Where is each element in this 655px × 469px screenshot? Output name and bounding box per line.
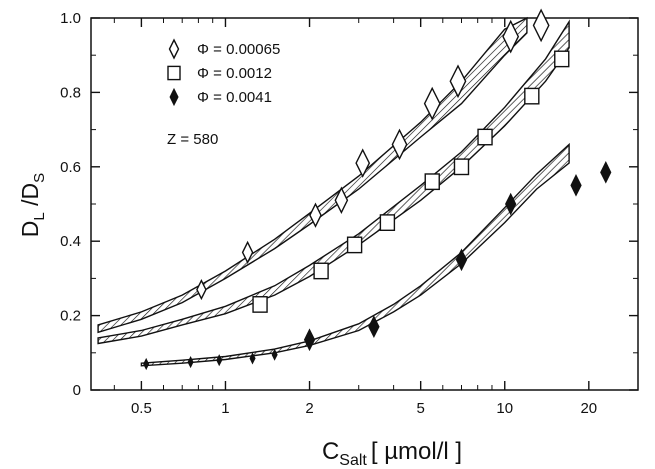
y-tick-label: 0.2 [60, 308, 81, 325]
y-axis-title-b-sub: S [31, 173, 48, 183]
x-axis-title-sub: Salt [339, 452, 367, 469]
annotation-z: Z = 580 [167, 131, 218, 148]
series-2-point [453, 158, 470, 176]
y-axis-title: DL /DS [17, 173, 48, 237]
series-2-point [524, 87, 540, 105]
y-tick-label: 1.0 [60, 10, 81, 27]
y-tick-label: 0.4 [60, 233, 81, 250]
series-band-2 [97, 19, 570, 345]
series-3-point [271, 348, 278, 361]
x-tick-label: 20 [580, 400, 597, 417]
series-3-point [600, 161, 612, 184]
series-3-point [455, 248, 468, 272]
legend-marker-series-2 [167, 65, 181, 81]
x-tick-label: 2 [305, 400, 313, 417]
legend: Φ = 0.00065 Φ = 0.0012 Φ = 0.0041 [167, 38, 280, 107]
series-2-point [477, 128, 493, 146]
series-2-point [346, 236, 363, 254]
series-1-point [532, 8, 550, 43]
series-1-point [423, 86, 441, 121]
y-axis-title-a: D [17, 221, 43, 238]
series-1-point [449, 64, 467, 99]
series-1-point [241, 240, 254, 264]
legend-marker-series-1 [168, 38, 180, 60]
legend-label-series-3: Φ = 0.0041 [197, 89, 272, 106]
series-1-point [334, 186, 349, 214]
series-1-point [196, 279, 207, 301]
series-3-point [570, 174, 582, 197]
x-tick-label: 10 [496, 400, 513, 417]
legend-label-series-1: Φ = 0.00065 [197, 41, 280, 58]
series-3-point [505, 192, 517, 216]
series-2-point [252, 296, 268, 313]
y-axis-title-sep: /D [17, 183, 43, 212]
x-tick-label: 1 [221, 400, 229, 417]
x-tick-label: 0.5 [131, 400, 152, 417]
series-2-point [424, 173, 440, 191]
series-1-point [355, 148, 371, 178]
series-1-point [391, 128, 408, 161]
series-band-3 [140, 142, 570, 367]
y-tick-label: 0 [73, 382, 81, 399]
series-1-point [502, 19, 520, 54]
legend-marker-series-3 [169, 87, 179, 107]
series-2-point [313, 262, 329, 280]
y-tick-label: 0.8 [60, 84, 81, 101]
x-axis-title: CSalt[ µmol/l ] [322, 438, 462, 469]
y-tick-label: 0.6 [60, 159, 81, 176]
series-3-point [249, 352, 256, 365]
legend-label-series-2: Φ = 0.0012 [197, 65, 272, 82]
series-band-1 [97, 16, 528, 334]
axis-ticks [91, 17, 639, 391]
series-2-point [379, 214, 396, 231]
x-axis-title-unit: [ µmol/l ] [371, 438, 462, 465]
series-3-point [187, 356, 194, 369]
data-markers [143, 8, 612, 371]
series-3-point [303, 328, 316, 352]
series-3-point [216, 354, 223, 367]
series-3-point [368, 315, 380, 339]
series-3-point [143, 357, 150, 371]
series-1-point [309, 202, 322, 228]
axis-tick-labels: 0.5 1 2 5 10 20 0 0.2 0.4 0.6 0.8 1.0 [60, 10, 597, 417]
series-2-point [554, 50, 570, 68]
y-axis-title-a-sub: L [31, 212, 48, 220]
x-tick-label: 5 [417, 400, 425, 417]
x-axis-title-main: C [322, 438, 339, 465]
